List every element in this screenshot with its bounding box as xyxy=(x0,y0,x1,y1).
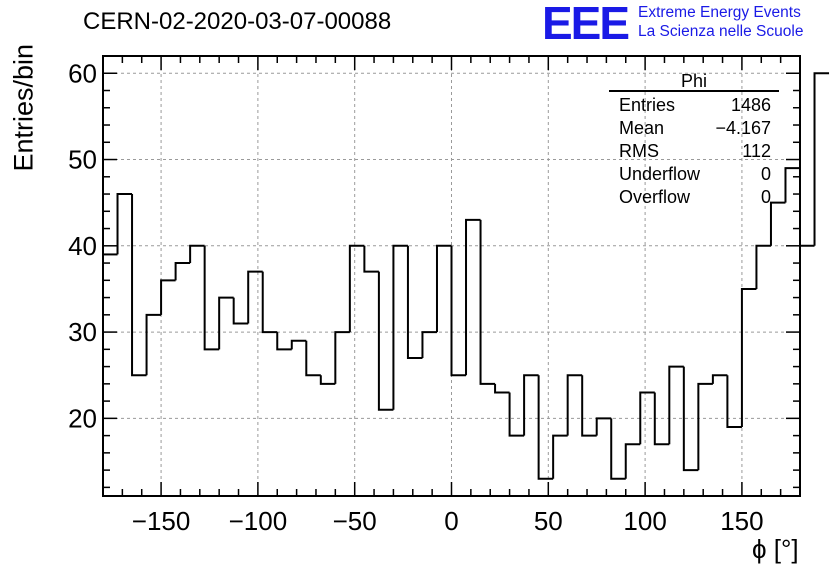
y-tick-label: 40 xyxy=(68,231,97,261)
x-tick-label: 0 xyxy=(444,506,458,536)
histogram-bin xyxy=(537,375,554,480)
histogram-bin xyxy=(189,244,205,264)
x-axis-label: ϕ [°] xyxy=(752,534,799,564)
stats-row-underflow: Underflow 0 xyxy=(609,163,779,186)
histogram-bin xyxy=(377,271,394,411)
histogram-bin xyxy=(799,168,815,247)
histogram-bin xyxy=(276,332,292,351)
histogram-bin xyxy=(174,262,191,281)
y-tick-label: 20 xyxy=(68,403,97,433)
histogram-bin xyxy=(755,244,771,289)
y-axis-label: Entries/bin xyxy=(8,43,39,172)
stats-row-mean: Mean −4.167 xyxy=(609,117,779,140)
histogram-bin xyxy=(218,296,234,350)
stats-label: Entries xyxy=(619,95,676,115)
histogram-bin xyxy=(334,331,350,384)
stats-value: −4.167 xyxy=(715,118,771,138)
stats-label: RMS xyxy=(619,141,659,161)
histogram-bin xyxy=(392,244,408,410)
stats-row-overflow: Overflow 0 xyxy=(609,186,779,209)
histogram-bin xyxy=(305,340,321,377)
histogram-bin xyxy=(363,245,379,273)
histogram-bin xyxy=(131,194,147,377)
eee-logo: EEE xyxy=(542,0,630,49)
histogram-bin xyxy=(290,339,307,350)
x-tick-label: −150 xyxy=(132,506,191,536)
stats-value: 0 xyxy=(760,164,771,184)
histogram-bin xyxy=(523,374,539,436)
histogram-bin xyxy=(261,271,278,334)
stats-divider xyxy=(609,90,779,92)
x-tick-label: −100 xyxy=(229,506,288,536)
histogram-bin xyxy=(508,392,525,437)
stats-row-rms: RMS 112 xyxy=(609,140,779,163)
histogram-bin xyxy=(406,245,423,359)
stats-title: Phi xyxy=(680,71,707,91)
histogram-bin xyxy=(348,244,365,333)
histogram-bin xyxy=(450,245,467,377)
histogram-bin xyxy=(494,383,510,394)
histogram-bin xyxy=(682,366,699,472)
histogram-bin xyxy=(769,201,786,246)
histogram-bin xyxy=(668,365,684,445)
histogram-bin xyxy=(479,219,496,385)
x-tick-label: −50 xyxy=(333,506,377,536)
logo-line-1: Extreme Energy Events xyxy=(638,4,801,21)
histogram-bin xyxy=(726,375,742,428)
histogram-bin xyxy=(421,331,437,358)
histogram-bin xyxy=(319,375,336,385)
chart-title: CERN-02-2020-03-07-00088 xyxy=(83,8,392,35)
histogram-bin xyxy=(203,245,220,351)
histogram-bin xyxy=(232,297,249,325)
stats-box: Phi Entries 1486 Mean −4.167 RMS 112 Und… xyxy=(609,72,779,209)
y-tick-label: 50 xyxy=(68,145,97,175)
stats-value: 112 xyxy=(742,141,771,161)
histogram-bin xyxy=(740,287,757,427)
histogram-bin xyxy=(465,218,481,376)
histogram-bin xyxy=(653,392,670,446)
stats-label: Underflow xyxy=(619,164,701,184)
y-tick-label: 60 xyxy=(68,58,97,88)
x-tick-label: 150 xyxy=(720,506,763,536)
histogram-bin xyxy=(697,382,713,471)
y-tick-label: 30 xyxy=(68,317,97,347)
x-tick-label: 100 xyxy=(623,506,666,536)
histogram-bin xyxy=(624,443,641,479)
histogram-bin xyxy=(581,375,597,437)
histogram-bin xyxy=(711,374,728,384)
histogram-bin xyxy=(160,279,176,315)
stats-value: 1486 xyxy=(730,95,771,115)
histogram-bin xyxy=(247,270,263,324)
histogram-bin xyxy=(784,167,800,203)
histogram-bin xyxy=(552,434,568,479)
x-tick-label: 50 xyxy=(534,506,563,536)
histogram-bin xyxy=(639,391,655,445)
histogram-bin xyxy=(116,193,133,255)
stats-value: 0 xyxy=(760,187,771,207)
stats-label: Overflow xyxy=(619,187,691,207)
histogram-bin xyxy=(610,418,626,480)
histogram-bin xyxy=(813,72,830,246)
stats-row-entries: Entries 1486 xyxy=(609,94,779,117)
histogram-bin xyxy=(435,244,452,333)
histogram-bin xyxy=(595,417,612,436)
stats-label: Mean xyxy=(619,118,665,138)
histogram-bin xyxy=(566,374,583,436)
histogram-bin xyxy=(145,313,162,376)
logo-line-2: La Scienza nelle Scuole xyxy=(638,23,804,40)
